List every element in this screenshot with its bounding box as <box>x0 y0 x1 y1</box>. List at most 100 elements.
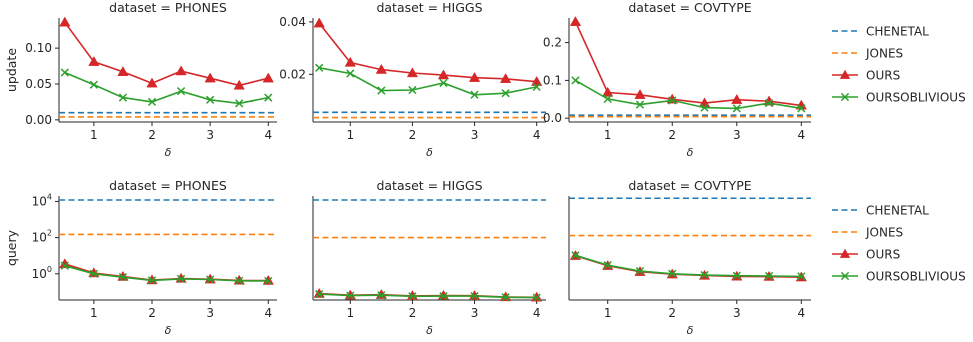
series-oursoblivious-point <box>797 272 806 281</box>
series-oursoblivious-point <box>235 99 244 108</box>
x-tick-label: 2 <box>668 306 676 320</box>
x-marker-stroke <box>89 80 99 89</box>
x-marker-stroke <box>532 293 541 302</box>
x-marker-stroke <box>732 104 741 113</box>
x-tick-label: 4 <box>533 128 541 142</box>
series-ours-point <box>569 16 582 26</box>
x-marker-stroke <box>439 78 448 88</box>
series-oursoblivious-point <box>732 104 741 113</box>
series-ours-point <box>375 288 387 299</box>
series-oursoblivious-point <box>700 103 709 112</box>
x-tick-label: 4 <box>797 128 805 142</box>
x-tick-label: 1 <box>346 128 354 142</box>
series-oursoblivious-point <box>377 86 386 95</box>
y-tick-label: 0.10 <box>25 41 52 55</box>
legend-marker <box>839 248 851 258</box>
y-tick-label: 0.00 <box>25 113 52 127</box>
series-ours-point <box>262 72 274 83</box>
x-axis-label: δ <box>165 324 172 337</box>
series-oursoblivious-point <box>315 63 324 72</box>
y-tick-label: 0.0 <box>543 111 562 125</box>
legend-entry-ours: OURS <box>832 69 900 83</box>
series-ours-point <box>204 72 216 83</box>
x-axis-label: δ <box>426 146 433 159</box>
series-oursoblivious-line <box>575 79 802 110</box>
series-oursoblivious-point <box>118 273 128 282</box>
x-axis-label: δ <box>165 146 172 159</box>
series-oursoblivious-line <box>319 293 537 299</box>
series-oursoblivious-line <box>319 67 537 96</box>
series-oursoblivious-point <box>264 93 273 102</box>
legend-entry-jones: JONES <box>832 47 903 61</box>
x-marker-stroke <box>235 99 244 108</box>
x-tick-label: 4 <box>797 306 805 320</box>
series-oursoblivious-point <box>700 270 709 280</box>
panel-title: dataset = COVTYPE <box>628 0 751 15</box>
series-ours-point <box>313 17 325 28</box>
x-marker-stroke <box>764 98 774 108</box>
x-tick-label: 3 <box>206 128 214 142</box>
legend-entry-oursoblivious: OURSOBLIVIOUS <box>832 91 966 105</box>
series-oursoblivious-point <box>235 276 244 285</box>
x-tick-label: 1 <box>604 306 612 320</box>
series-oursoblivious-point <box>470 292 479 301</box>
series-ours-point <box>313 287 325 298</box>
series-oursoblivious-line <box>575 254 802 278</box>
x-marker-stroke <box>470 90 479 99</box>
series-ours-line <box>574 21 802 107</box>
legend-label: CHENETAL <box>866 204 929 218</box>
x-marker-stroke <box>408 85 417 95</box>
chart-panel-6: dataset = COVTYPE 1 2 3 4 δ <box>568 178 811 337</box>
x-tick-label: 2 <box>409 128 417 142</box>
legend-entry-oursoblivious: OURSOBLIVIOUS <box>832 270 966 284</box>
series-oursoblivious-point <box>635 100 645 109</box>
series-oursoblivious-point <box>60 68 69 77</box>
series-oursoblivious-point <box>439 292 448 301</box>
x-tick-label: 2 <box>148 306 156 320</box>
y-tick-label: 100 <box>32 265 52 281</box>
x-marker-stroke <box>235 276 244 285</box>
series-oursoblivious-point <box>346 69 355 78</box>
series-ours-point <box>344 56 356 67</box>
series-oursoblivious-point <box>532 293 541 302</box>
series-oursoblivious-point <box>118 93 128 102</box>
series-oursoblivious-line <box>64 71 269 105</box>
x-tick-label: 4 <box>533 306 541 320</box>
x-marker-stroke <box>439 292 448 301</box>
legend-label: OURSOBLIVIOUS <box>866 270 966 284</box>
series-ours-point <box>375 63 387 74</box>
series-oursoblivious-point <box>732 271 741 280</box>
panel-title: dataset = HIGGS <box>376 178 482 193</box>
x-marker-stroke <box>176 274 186 284</box>
x-marker-stroke <box>501 89 510 98</box>
series-ours-line <box>318 22 537 83</box>
x-marker-stroke <box>264 276 273 286</box>
series-oursoblivious-point <box>764 98 774 108</box>
x-marker-stroke <box>264 93 273 102</box>
x-tick-label: 3 <box>471 306 479 320</box>
legend-2: CHENETAL JONES OURS OURSOBLIVIOUS <box>832 204 966 284</box>
legend-entry-ours: OURS <box>832 248 900 262</box>
x-marker-stroke <box>470 292 479 301</box>
series-ours-point <box>175 65 187 76</box>
legend-marker <box>839 69 851 79</box>
chart-panel-4: dataset = PHONES 1 2 3 4 100 102 104 δ query <box>4 178 277 337</box>
series-ours-point <box>175 272 187 283</box>
series-oursoblivious-point <box>408 85 417 95</box>
x-marker-stroke <box>89 269 99 278</box>
x-marker-stroke <box>147 276 157 285</box>
x-marker-stroke <box>797 272 806 281</box>
series-ours-point <box>499 73 512 83</box>
series-oursoblivious-point <box>635 267 645 276</box>
y-tick-label: 0.05 <box>25 77 52 91</box>
series-oursoblivious-point <box>176 274 186 284</box>
series-oursoblivious-point <box>147 97 157 107</box>
series-ours-point <box>88 56 100 66</box>
x-tick-label: 1 <box>90 306 98 320</box>
x-marker-stroke <box>571 251 580 260</box>
series-ours-point <box>634 89 646 99</box>
x-marker-stroke <box>206 275 215 284</box>
x-axis-label: δ <box>687 146 694 159</box>
x-marker-stroke <box>764 271 774 281</box>
legend-label: OURS <box>866 248 900 262</box>
